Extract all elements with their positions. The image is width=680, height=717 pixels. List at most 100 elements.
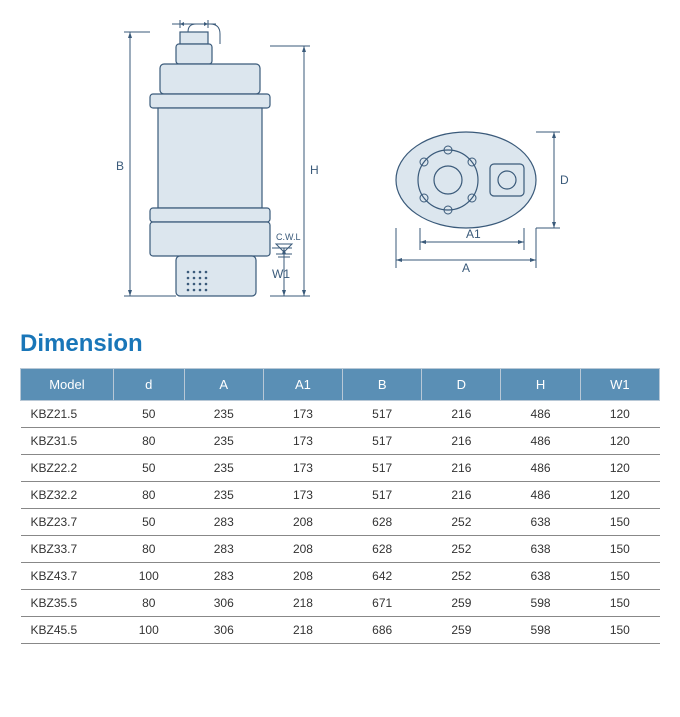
dim-H-label: H — [310, 163, 319, 177]
col-header: A1 — [263, 369, 342, 401]
table-row: KBZ33.780283208628252638150 — [21, 536, 660, 563]
table-row: KBZ43.7100283208642252638150 — [21, 563, 660, 590]
col-header: H — [501, 369, 580, 401]
table-cell: 208 — [263, 509, 342, 536]
cwl-label: C.W.L — [276, 232, 301, 242]
col-header: A — [184, 369, 263, 401]
table-cell: 216 — [422, 401, 501, 428]
table-cell: 120 — [580, 482, 659, 509]
table-cell: 252 — [422, 536, 501, 563]
table-cell: KBZ45.5 — [21, 617, 114, 644]
table-cell: 150 — [580, 590, 659, 617]
col-header: Model — [21, 369, 114, 401]
table-cell: 235 — [184, 455, 263, 482]
dimension-table: ModeldAA1BDHW1 KBZ21.5502351735172164861… — [20, 368, 660, 644]
table-cell: 598 — [501, 617, 580, 644]
diagram-area: d B H W1 C.W.L — [20, 20, 660, 320]
table-cell: 686 — [343, 617, 422, 644]
table-cell: 80 — [113, 536, 184, 563]
table-cell: 638 — [501, 536, 580, 563]
table-cell: 486 — [501, 428, 580, 455]
table-cell: 252 — [422, 563, 501, 590]
table-cell: KBZ33.7 — [21, 536, 114, 563]
table-cell: 50 — [113, 401, 184, 428]
table-cell: 283 — [184, 509, 263, 536]
table-cell: 80 — [113, 482, 184, 509]
table-cell: 173 — [263, 401, 342, 428]
dim-W1-label: W1 — [272, 267, 290, 281]
table-cell: 120 — [580, 455, 659, 482]
dim-d-label: d — [190, 20, 197, 21]
table-cell: 120 — [580, 428, 659, 455]
table-cell: 517 — [343, 482, 422, 509]
dim-D-label: D — [560, 173, 569, 187]
table-cell: 235 — [184, 482, 263, 509]
table-row: KBZ32.280235173517216486120 — [21, 482, 660, 509]
table-cell: 100 — [113, 617, 184, 644]
dim-A1-label: A1 — [466, 227, 481, 241]
table-cell: KBZ22.2 — [21, 455, 114, 482]
table-cell: 642 — [343, 563, 422, 590]
col-header: d — [113, 369, 184, 401]
table-cell: KBZ23.7 — [21, 509, 114, 536]
section-title: Dimension — [20, 330, 660, 358]
table-cell: 638 — [501, 509, 580, 536]
table-row: KBZ45.5100306218686259598150 — [21, 617, 660, 644]
pump-side-view: d B H W1 C.W.L — [80, 20, 340, 320]
table-cell: 50 — [113, 509, 184, 536]
table-cell: 235 — [184, 401, 263, 428]
table-cell: 252 — [422, 509, 501, 536]
table-cell: KBZ31.5 — [21, 428, 114, 455]
table-cell: 120 — [580, 401, 659, 428]
table-cell: 486 — [501, 401, 580, 428]
table-cell: 80 — [113, 590, 184, 617]
table-cell: 259 — [422, 590, 501, 617]
table-cell: 150 — [580, 509, 659, 536]
table-cell: KBZ35.5 — [21, 590, 114, 617]
table-row: KBZ31.580235173517216486120 — [21, 428, 660, 455]
table-row: KBZ21.550235173517216486120 — [21, 401, 660, 428]
table-cell: 306 — [184, 617, 263, 644]
table-cell: 283 — [184, 563, 263, 590]
table-cell: 598 — [501, 590, 580, 617]
table-row: KBZ35.580306218671259598150 — [21, 590, 660, 617]
table-cell: 486 — [501, 455, 580, 482]
table-cell: 283 — [184, 536, 263, 563]
table-cell: 173 — [263, 482, 342, 509]
table-cell: 173 — [263, 455, 342, 482]
table-cell: 671 — [343, 590, 422, 617]
table-cell: 80 — [113, 428, 184, 455]
table-cell: 218 — [263, 617, 342, 644]
dim-B-label: B — [116, 159, 124, 173]
table-row: KBZ23.750283208628252638150 — [21, 509, 660, 536]
table-cell: 150 — [580, 617, 659, 644]
table-cell: 216 — [422, 428, 501, 455]
table-cell: 517 — [343, 455, 422, 482]
table-cell: 216 — [422, 455, 501, 482]
table-cell: 208 — [263, 563, 342, 590]
table-cell: 517 — [343, 428, 422, 455]
pump-top-view: D A1 A — [380, 120, 580, 280]
table-row: KBZ22.250235173517216486120 — [21, 455, 660, 482]
col-header: W1 — [580, 369, 659, 401]
table-cell: KBZ32.2 — [21, 482, 114, 509]
table-cell: KBZ21.5 — [21, 401, 114, 428]
dim-A-label: A — [462, 261, 470, 275]
table-cell: 208 — [263, 536, 342, 563]
table-cell: 259 — [422, 617, 501, 644]
table-cell: 218 — [263, 590, 342, 617]
col-header: D — [422, 369, 501, 401]
table-cell: 517 — [343, 401, 422, 428]
table-cell: 150 — [580, 536, 659, 563]
table-cell: 173 — [263, 428, 342, 455]
table-cell: 150 — [580, 563, 659, 590]
table-cell: 216 — [422, 482, 501, 509]
col-header: B — [343, 369, 422, 401]
table-cell: 486 — [501, 482, 580, 509]
table-cell: 628 — [343, 536, 422, 563]
table-cell: KBZ43.7 — [21, 563, 114, 590]
table-cell: 628 — [343, 509, 422, 536]
table-cell: 235 — [184, 428, 263, 455]
table-cell: 100 — [113, 563, 184, 590]
table-cell: 50 — [113, 455, 184, 482]
